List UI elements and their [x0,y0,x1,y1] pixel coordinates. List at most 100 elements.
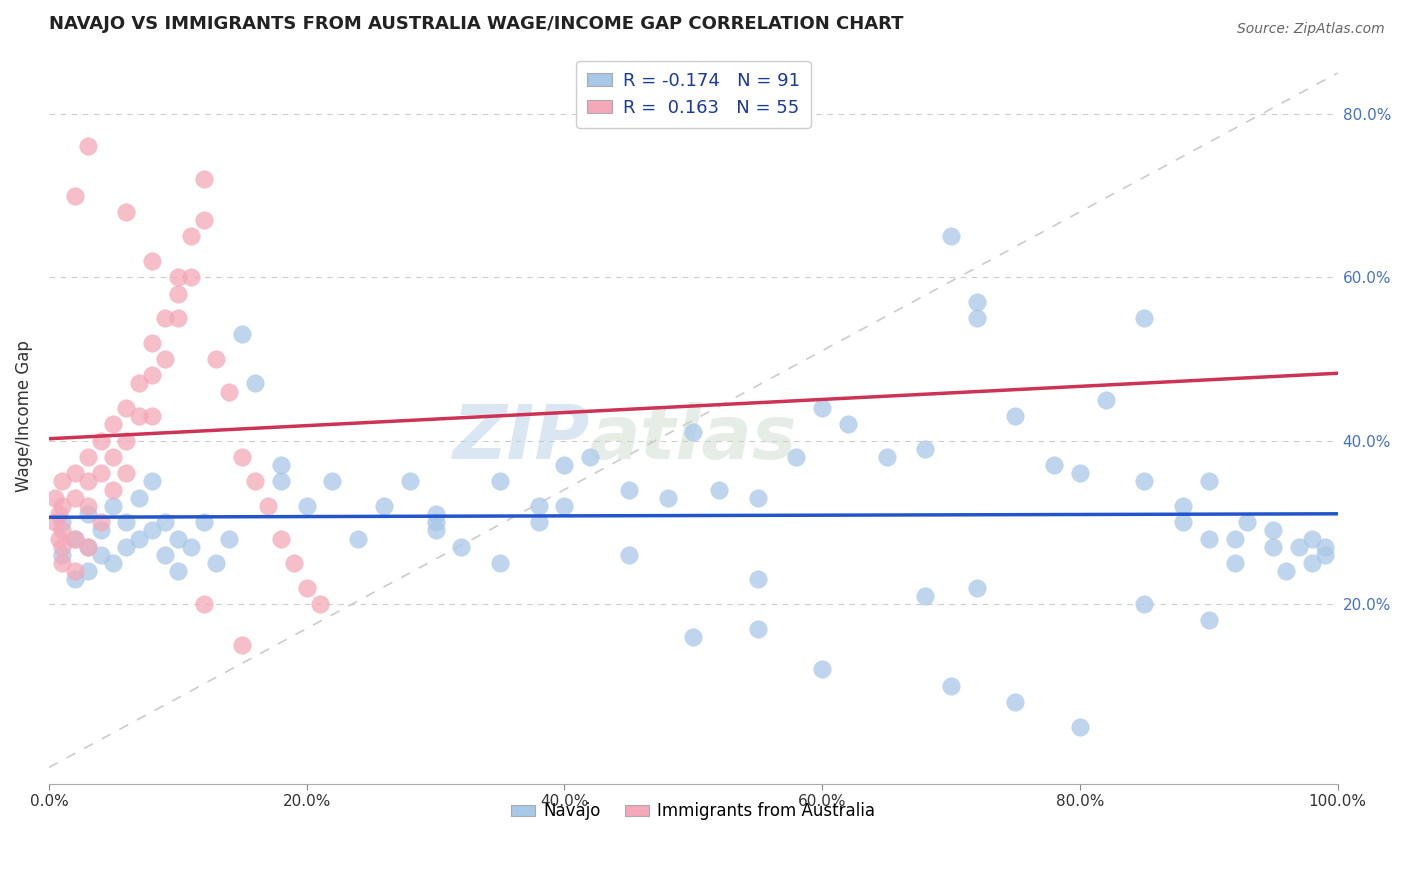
Point [180,540,202,554]
Point [283,556,305,570]
Point [1133,475,1156,489]
Point [579,450,602,464]
Point [1043,458,1066,472]
Point [63,532,86,546]
Point [347,532,370,546]
Point [166,311,188,326]
Point [682,425,704,440]
Point [76,450,98,464]
Point [876,450,898,464]
Point [553,499,575,513]
Point [128,491,150,505]
Point [76,475,98,489]
Point [193,516,215,530]
Point [811,401,834,415]
Point [128,532,150,546]
Point [295,581,318,595]
Point [489,556,512,570]
Point [89,548,111,562]
Point [707,483,730,497]
Point [425,507,447,521]
Point [1171,516,1194,530]
Point [115,401,138,415]
Text: NAVAJO VS IMMIGRANTS FROM AUSTRALIA WAGE/INCOME GAP CORRELATION CHART: NAVAJO VS IMMIGRANTS FROM AUSTRALIA WAGE… [49,15,904,33]
Point [115,467,138,481]
Point [89,524,111,538]
Point [180,270,202,285]
Point [103,417,125,432]
Point [76,564,98,578]
Point [51,548,73,562]
Point [51,556,73,570]
Point [231,327,253,342]
Point [1069,467,1091,481]
Point [682,630,704,644]
Point [1069,720,1091,734]
Point [450,540,472,554]
Point [1288,540,1310,554]
Point [425,516,447,530]
Point [166,270,188,285]
Point [193,172,215,186]
Point [1198,532,1220,546]
Point [153,351,176,366]
Point [811,662,834,676]
Point [205,351,228,366]
Point [966,581,988,595]
Point [76,540,98,554]
Point [141,335,163,350]
Point [218,532,240,546]
Point [128,409,150,423]
Point [76,139,98,153]
Point [44,516,66,530]
Point [44,491,66,505]
Point [527,516,550,530]
Point [180,229,202,244]
Point [141,409,163,423]
Point [193,213,215,227]
Point [103,450,125,464]
Point [785,450,807,464]
Point [48,532,70,546]
Point [141,253,163,268]
Point [153,516,176,530]
Point [141,524,163,538]
Point [1198,613,1220,627]
Point [115,540,138,554]
Point [617,483,640,497]
Point [63,188,86,202]
Point [115,516,138,530]
Point [153,548,176,562]
Point [837,417,859,432]
Point [89,516,111,530]
Point [141,368,163,383]
Point [1171,499,1194,513]
Point [321,475,343,489]
Point [89,467,111,481]
Point [166,286,188,301]
Point [103,499,125,513]
Point [76,540,98,554]
Point [63,532,86,546]
Point [48,507,70,521]
Legend: Navajo, Immigrants from Australia: Navajo, Immigrants from Australia [505,796,882,827]
Point [1313,540,1336,554]
Point [1223,532,1246,546]
Point [1301,532,1323,546]
Point [243,475,266,489]
Point [914,589,936,603]
Point [270,475,292,489]
Point [153,311,176,326]
Text: atlas: atlas [591,401,797,475]
Point [617,548,640,562]
Point [141,475,163,489]
Point [76,499,98,513]
Point [63,564,86,578]
Point [51,540,73,554]
Point [1004,695,1026,709]
Point [1198,475,1220,489]
Point [966,311,988,326]
Point [1313,548,1336,562]
Point [166,564,188,578]
Point [103,483,125,497]
